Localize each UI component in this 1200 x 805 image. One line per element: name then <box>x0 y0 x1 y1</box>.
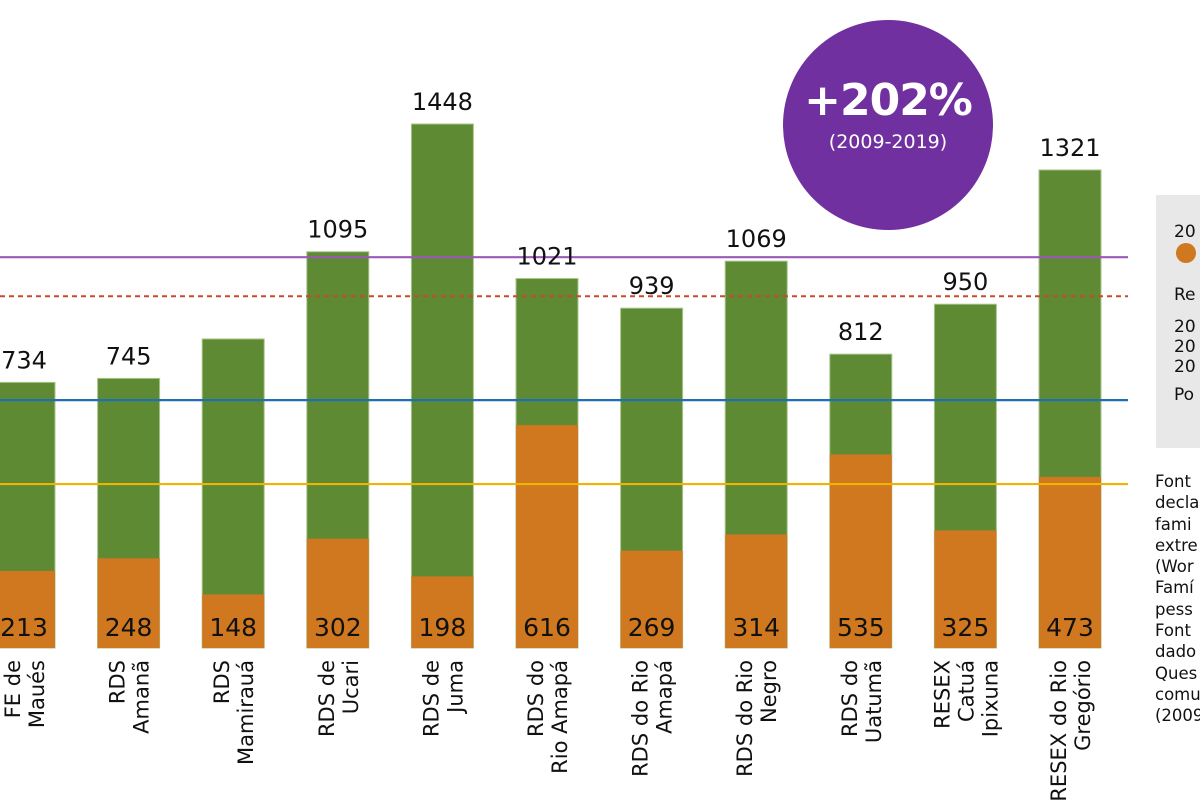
legend-line-4: Po <box>1174 385 1195 405</box>
value-label-2019: 1069 <box>726 225 787 253</box>
category-label-line: Rio Amapá <box>548 660 572 774</box>
category-label: RDS Mamirauá <box>210 660 258 765</box>
growth-badge: +202% (2009-2019) <box>783 20 993 230</box>
category-label-line: Uatumã <box>862 660 886 743</box>
growth-period: (2009-2019) <box>828 131 948 153</box>
category-label: RDS do Rio Amapá <box>629 660 677 777</box>
source-line: extre <box>1155 535 1198 555</box>
source-line: decla <box>1155 493 1200 513</box>
category-label-line: Gregório <box>1071 660 1095 751</box>
bar-2009 <box>934 530 997 648</box>
source-line: Ques <box>1155 663 1198 683</box>
category-label: RESEX Catuá Ipixuna <box>930 660 1002 737</box>
value-label-2019: 1448 <box>412 88 473 116</box>
category-label-line: Amapá <box>653 660 677 734</box>
category-label-line: RESEX do Rio <box>1047 660 1071 802</box>
value-label-2019: 812 <box>838 318 884 346</box>
category-label-line: RDS do <box>838 660 862 737</box>
category-label-line: Catuá <box>954 660 978 722</box>
bar-2009 <box>0 570 55 648</box>
reference-lines-layer <box>0 256 1128 486</box>
bar-2009 <box>306 538 369 648</box>
value-label-2019: 950 <box>942 268 988 296</box>
category-label-line: Mamirauá <box>234 660 258 765</box>
source-line: pess <box>1155 599 1193 619</box>
category-label: FE de Maués <box>1 660 49 728</box>
value-label-2009: 248 <box>105 613 153 642</box>
value-label-2009: 302 <box>314 613 362 642</box>
category-label-line: RESEX <box>930 660 954 729</box>
bar-2009 <box>829 454 892 648</box>
value-label-2009: 213 <box>0 613 48 642</box>
legend-line-1: 20 <box>1174 317 1196 337</box>
category-label-line: RDS <box>106 660 130 704</box>
bar-2009 <box>411 576 474 648</box>
category-label-line: RDS de <box>315 660 339 737</box>
value-label-2009: 473 <box>1046 613 1094 642</box>
category-labels-layer: FE de Maués RDS Amanã RDS Mamirauá RDS de Ucari… <box>1 660 1095 802</box>
category-label-line: RDS do Rio <box>733 660 757 777</box>
source-line: fami <box>1155 514 1192 534</box>
legend-reference-title: Re <box>1174 285 1196 305</box>
category-label-line: RDS <box>210 660 234 704</box>
source-line: comu <box>1155 684 1200 704</box>
category-label: RDS do Rio Amapá <box>524 660 572 774</box>
category-label-line: Maués <box>25 660 49 728</box>
category-label-line: RDS do Rio <box>629 660 653 777</box>
value-label-2009: 535 <box>837 613 885 642</box>
value-label-2019: 939 <box>629 272 675 300</box>
bar-2019 <box>410 123 474 649</box>
source-line: Font <box>1155 621 1191 641</box>
legend-panel: 20 Re 20 20 20 Po <box>1156 195 1200 448</box>
value-label-2019: 1321 <box>1039 134 1100 162</box>
category-label-line: RDS do <box>524 660 548 737</box>
category-label: RDS de Ucari <box>315 660 363 737</box>
value-label-2009: 269 <box>628 613 676 642</box>
value-label-2009: 314 <box>732 613 780 642</box>
category-label-line: Ipixuna <box>978 660 1002 737</box>
value-label-2019: 734 <box>1 346 47 374</box>
bar-2009 <box>725 534 788 648</box>
source-line: Font <box>1155 472 1191 491</box>
category-label-line: FE de <box>1 660 25 718</box>
legend-year-label: 20 <box>1174 222 1196 242</box>
category-label-line: RDS de <box>419 660 443 737</box>
legend-line-3: 20 <box>1174 357 1196 377</box>
value-label-2009: 148 <box>209 613 257 642</box>
bar-2009 <box>1039 476 1101 648</box>
value-label-2009: 198 <box>419 613 467 642</box>
bar-2009 <box>97 558 160 648</box>
bars-layer <box>0 123 1102 649</box>
source-line: (Wor <box>1155 557 1194 577</box>
value-label-2009: 325 <box>942 613 990 642</box>
bar-2009 <box>620 550 683 648</box>
bar-2009 <box>202 594 265 648</box>
source-line: Famí <box>1155 578 1194 598</box>
category-label-line: Ucari <box>339 660 363 714</box>
bar-2009 <box>516 425 578 648</box>
value-label-2019: 1021 <box>516 243 577 271</box>
category-label: RDS do Uatumã <box>838 660 886 743</box>
growth-percentage: +202% <box>804 75 973 126</box>
legend-line-2: 20 <box>1174 337 1196 357</box>
category-label-line: Juma <box>443 660 467 715</box>
value-label-2019: 745 <box>106 342 152 370</box>
category-label: RESEX do Rio Gregório <box>1047 660 1095 802</box>
category-label: RDS do Rio Negro <box>733 660 781 777</box>
value-label-2009: 616 <box>523 613 571 642</box>
value-label-2019: 1095 <box>307 216 368 244</box>
data-labels-layer: 734 213 745 248 148 1095 302 1448 198 1021 616 939 2… <box>0 88 1100 642</box>
source-line: (2009 <box>1155 706 1200 726</box>
category-label: RDS Amanã <box>106 660 154 734</box>
category-label: RDS de Juma <box>419 660 467 737</box>
source-note: Font decla fami extre (Wor Famí pess Fon… <box>1155 471 1200 727</box>
source-line: dado <box>1155 642 1197 662</box>
category-label-line: Negro <box>757 660 781 723</box>
category-label-line: Amanã <box>130 660 154 734</box>
legend-2009-marker-icon <box>1176 243 1196 263</box>
